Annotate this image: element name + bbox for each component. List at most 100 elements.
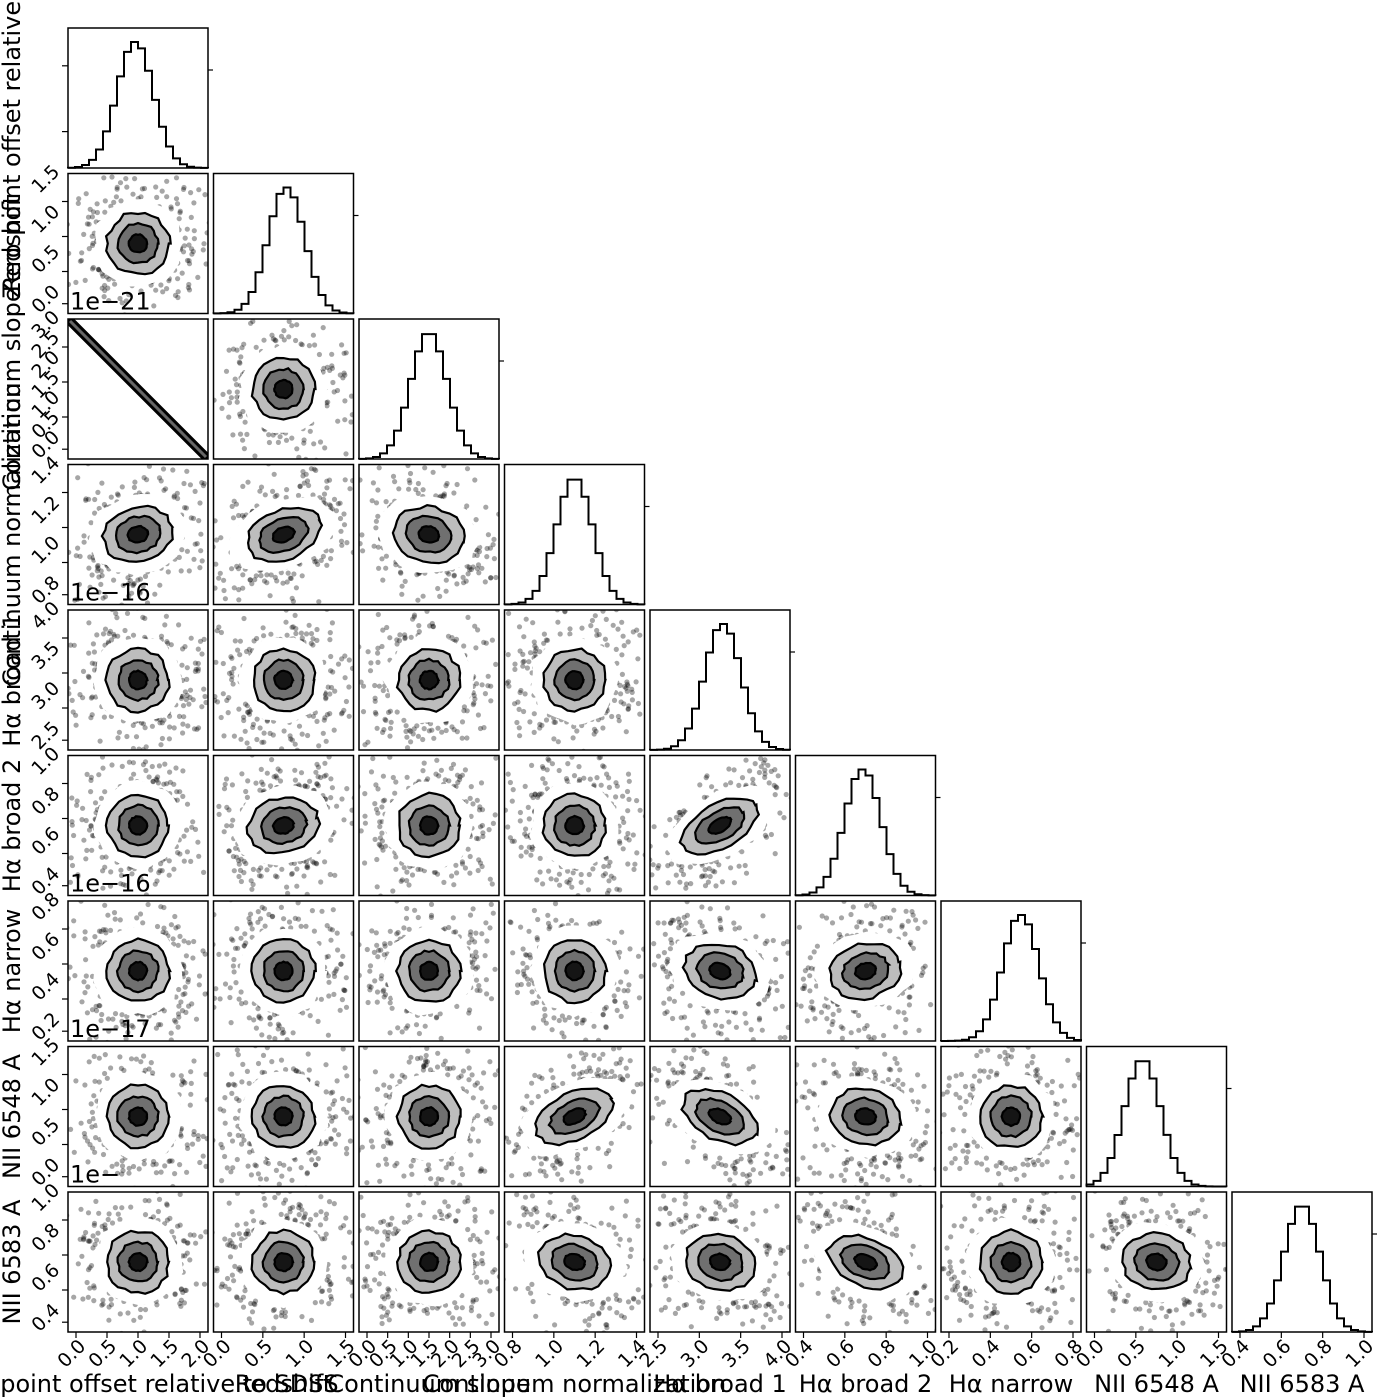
panel-frame (358, 318, 500, 460)
panel-frame (212, 172, 355, 315)
scatter-panel-5-4 (649, 754, 791, 897)
xtick-label: 1.0 (281, 1335, 318, 1372)
histogram-line (649, 623, 791, 751)
y-axis-label: NII 6548 A (0, 1053, 26, 1178)
panel-frame (358, 1045, 500, 1188)
xtick-label: 0.6 (822, 1335, 859, 1372)
scatter-panel-6-3 (503, 900, 646, 1042)
scatter-panel-6-5 (794, 900, 937, 1042)
xtick-label: 0.8 (1300, 1335, 1337, 1372)
density-level-3 (854, 1107, 878, 1126)
density-level-3 (127, 1251, 149, 1273)
xtick-label: 0.0 (53, 1335, 90, 1372)
degenerate-band-core (68, 319, 208, 459)
panel-frame (358, 900, 500, 1042)
scatter-panel-7-1 (212, 1045, 355, 1188)
panel-frame (212, 1045, 355, 1188)
panel-frame (358, 463, 500, 606)
scatter-panel-7-0 (62, 1045, 209, 1188)
scatter-panel-2-0 (62, 318, 209, 460)
histogram-line (940, 914, 1082, 1042)
panel-frame (67, 900, 209, 1042)
histogram-line (212, 186, 355, 315)
scatter-panel-6-4 (649, 900, 791, 1042)
density-level-3 (564, 960, 586, 982)
offset-text: 1e−16 (70, 579, 151, 607)
density-level-3 (564, 670, 585, 691)
ytick-label: 1.0 (27, 532, 64, 569)
density-level-3 (418, 669, 441, 691)
xtick-label: 0.5 (84, 1335, 121, 1372)
density-level-3 (273, 960, 294, 982)
panel-frame (649, 754, 791, 897)
scatter-panel-8-3 (503, 1191, 646, 1338)
density-level-3 (562, 1107, 588, 1126)
density-level-3 (273, 1106, 295, 1127)
xtick-label: 0.8 (863, 1335, 900, 1372)
ytick-label: 4.0 (27, 597, 64, 634)
panel-frame (358, 609, 500, 751)
histogram-line (358, 333, 500, 460)
x-axis-label: NII 6583 A (1240, 1370, 1365, 1398)
scatter-panel-7-3 (503, 1045, 646, 1188)
ytick-label: 1.0 (27, 743, 64, 780)
hist-panel-6 (940, 900, 1086, 1042)
scatter-panel-4-2 (358, 609, 500, 751)
y-axis-label: Continuum slope (0, 287, 26, 490)
scatter-panel-4-1 (212, 609, 355, 751)
density-level-3 (853, 961, 878, 981)
scatter-panel-5-3 (503, 754, 646, 897)
panel-frame (940, 1045, 1082, 1188)
density-level-3 (127, 815, 149, 836)
hist-panel-0 (62, 27, 213, 169)
xtick-label: 2.5 (635, 1335, 672, 1372)
panel-frame (67, 754, 209, 897)
density-level-3 (564, 814, 586, 836)
x-axis-label: Hα narrow (949, 1370, 1074, 1398)
ytick-label: 3.5 (27, 637, 64, 674)
xtick-label: 0.8 (490, 1335, 527, 1372)
scatter-panel-8-5 (794, 1191, 937, 1338)
panel-frame (212, 318, 355, 460)
scatter-panel-3-0 (62, 463, 209, 606)
panel-frame (503, 609, 646, 751)
panel-frame (649, 609, 791, 751)
x-axis-label: Hα broad 2 (799, 1370, 933, 1398)
ytick-label: 0.5 (27, 1114, 64, 1151)
xtick-label: 1.0 (1154, 1335, 1191, 1372)
density-level-3 (418, 960, 440, 981)
xtick-label: 0.5 (240, 1335, 277, 1372)
density-level-3 (707, 815, 733, 835)
xtick-label: 0.6 (1009, 1335, 1046, 1372)
ytick-label: 1.5 (27, 161, 64, 198)
hist-panel-2 (358, 318, 504, 460)
panel-frame (67, 463, 209, 606)
y-axis-label: Redshift (0, 195, 26, 292)
density-level-3 (1144, 1252, 1168, 1272)
y-axis-label: NII 6583 A (0, 1199, 26, 1324)
panel-frame (794, 900, 937, 1042)
xtick-label: 1.0 (531, 1335, 568, 1372)
hist-panel-1 (212, 172, 359, 315)
ytick-label: 0.6 (27, 1259, 64, 1296)
ytick-label: 3.0 (27, 677, 64, 714)
panel-frame (649, 900, 791, 1042)
scatter-panel-5-2 (358, 754, 500, 897)
offset-text: 1e−16 (70, 870, 151, 898)
panel-frame (503, 463, 646, 606)
scatter-panel-4-3 (503, 609, 646, 751)
xtick-label: 0.5 (1113, 1335, 1150, 1372)
density-level-3 (418, 1251, 440, 1273)
panel-frame (649, 1191, 791, 1333)
scatter-panel-8-6 (940, 1191, 1082, 1338)
panel-frame (503, 754, 646, 897)
xtick-label: 0.0 (1072, 1335, 1109, 1372)
histogram-line (67, 41, 209, 169)
density-level-3 (418, 815, 440, 836)
scatter-panel-8-4 (649, 1191, 791, 1338)
ytick-label: 0.4 (27, 1299, 64, 1336)
hist-panel-4 (649, 609, 795, 751)
density-level-3 (707, 1107, 733, 1126)
density-level-3 (127, 960, 149, 982)
xtick-label: 3.5 (718, 1335, 755, 1372)
